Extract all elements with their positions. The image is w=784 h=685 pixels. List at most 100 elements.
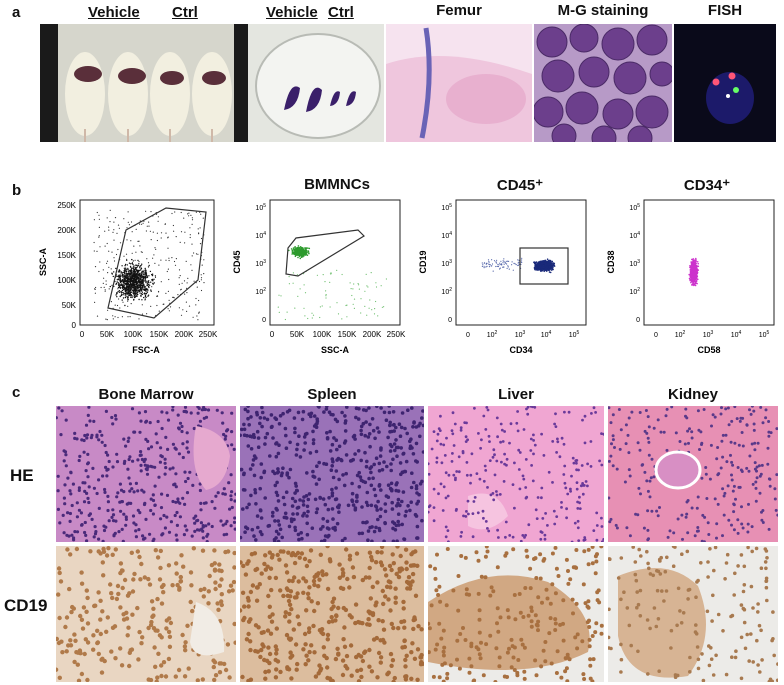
xtick: 100K <box>124 330 143 339</box>
he-bone-marrow <box>56 406 236 542</box>
ytick: 250K <box>57 201 76 210</box>
ytick: 100K <box>57 276 76 285</box>
col-liver: Liver <box>498 386 534 403</box>
cd19-liver <box>428 546 604 682</box>
spleen-dish-photo <box>248 24 384 142</box>
xtick: 100K <box>313 330 332 339</box>
xtick: 200K <box>175 330 194 339</box>
bmmncs-scatter <box>277 245 387 321</box>
x-axis-label: FSC-A <box>132 345 160 355</box>
svg-text:102: 102 <box>675 330 686 339</box>
svg-text:105: 105 <box>441 203 452 212</box>
xtick: 250K <box>387 330 406 339</box>
y-axis-label: SSC-A <box>38 248 48 277</box>
y-axis-label: CD45 <box>232 250 242 273</box>
nuclei <box>428 406 604 542</box>
svg-text:103: 103 <box>255 259 266 268</box>
cd19-spleen <box>240 546 424 682</box>
cd34-scatter <box>688 257 700 287</box>
mice-ctrl-label: Ctrl <box>172 4 198 21</box>
y-axis-label: CD38 <box>606 250 616 273</box>
flow-plot-cd34: 105 104 103 102 0 0 102 103 104 105 CD58… <box>606 199 775 355</box>
svg-text:0: 0 <box>262 317 266 324</box>
femur-title: Femur <box>436 2 482 19</box>
mice-vehicle-label: Vehicle <box>88 4 140 21</box>
gate-polygon <box>285 229 365 277</box>
svg-text:102: 102 <box>629 287 640 296</box>
panel-b-letter: b <box>12 182 22 199</box>
xtick: 150K <box>150 330 169 339</box>
ytick: 150K <box>57 251 76 260</box>
row-he: HE <box>10 466 34 485</box>
cd45-title: CD45⁺ <box>496 177 544 194</box>
svg-text:104: 104 <box>441 231 452 240</box>
xtick: 50K <box>100 330 115 339</box>
y-axis-label: CD19 <box>418 250 428 273</box>
bmmncs-title: BMMNCs <box>304 176 370 193</box>
panel-c-letter: c <box>12 384 21 401</box>
stained-cells <box>240 546 424 682</box>
stained-cells <box>56 546 236 682</box>
flow-plot-cd45: 105 104 103 102 0 0 102 103 104 105 CD34… <box>418 199 587 355</box>
gate-rectangle <box>519 247 569 285</box>
femur-histology <box>386 24 532 142</box>
svg-text:103: 103 <box>703 330 714 339</box>
fish-title: FISH <box>707 2 743 19</box>
cd45-scatter <box>481 257 556 274</box>
xtick: 0 <box>80 330 85 339</box>
nuclei <box>240 406 424 542</box>
cd19-kidney <box>608 546 778 682</box>
xtick: 0 <box>270 330 275 339</box>
svg-text:102: 102 <box>255 287 266 296</box>
svg-text:104: 104 <box>255 231 266 240</box>
col-kidney: Kidney <box>667 386 718 403</box>
svg-text:102: 102 <box>441 287 452 296</box>
mg-staining-image <box>534 24 672 142</box>
mice-photo <box>40 24 248 142</box>
x-axis-label: CD58 <box>697 345 720 355</box>
svg-text:104: 104 <box>541 330 552 339</box>
svg-text:105: 105 <box>759 330 770 339</box>
row-cd19: CD19 <box>4 596 48 615</box>
fish-image <box>674 24 776 142</box>
spleen-ctrl-label: Ctrl <box>328 4 354 21</box>
he-kidney <box>608 406 778 542</box>
ytick: 50K <box>62 301 77 310</box>
xtick: 200K <box>363 330 382 339</box>
flow-plot-bmmncs: 105 104 103 102 0 0 50K 100K 150K 200K 2… <box>232 199 406 355</box>
xtick: 50K <box>290 330 305 339</box>
col-spleen: Spleen <box>307 386 357 403</box>
svg-text:105: 105 <box>255 203 266 212</box>
svg-text:103: 103 <box>629 259 640 268</box>
mice-photo-art <box>40 24 248 142</box>
fsc-ssc-scatter <box>93 209 205 321</box>
xtick: 150K <box>338 330 357 339</box>
cd34-title: CD34⁺ <box>683 177 731 194</box>
svg-text:103: 103 <box>515 330 526 339</box>
he-spleen <box>240 406 424 542</box>
flow-plot-fsc-ssc: 250K 200K 150K 100K 50K 0 0 50K 100K 150… <box>38 199 218 355</box>
gate-polygon <box>107 207 207 319</box>
svg-text:104: 104 <box>731 330 742 339</box>
svg-text:104: 104 <box>629 231 640 240</box>
svg-text:0: 0 <box>636 317 640 324</box>
svg-text:105: 105 <box>629 203 640 212</box>
col-bone-marrow: Bone Marrow <box>98 386 194 403</box>
stained-cells <box>608 546 778 682</box>
ytick: 200K <box>57 226 76 235</box>
svg-text:102: 102 <box>487 330 498 339</box>
cd19-bone-marrow <box>56 546 236 682</box>
x-axis-label: SSC-A <box>321 345 350 355</box>
spleen-vehicle-label: Vehicle <box>266 4 318 21</box>
svg-text:0: 0 <box>448 317 452 324</box>
svg-text:105: 105 <box>569 330 580 339</box>
mg-staining-title: M-G staining <box>557 2 649 19</box>
he-liver <box>428 406 604 542</box>
svg-text:103: 103 <box>441 259 452 268</box>
panel-a-letter: a <box>12 4 21 21</box>
stained-cells <box>428 546 604 682</box>
xtick: 250K <box>199 330 218 339</box>
svg-text:0: 0 <box>466 332 470 339</box>
ytick: 0 <box>72 321 77 330</box>
svg-text:0: 0 <box>654 332 658 339</box>
